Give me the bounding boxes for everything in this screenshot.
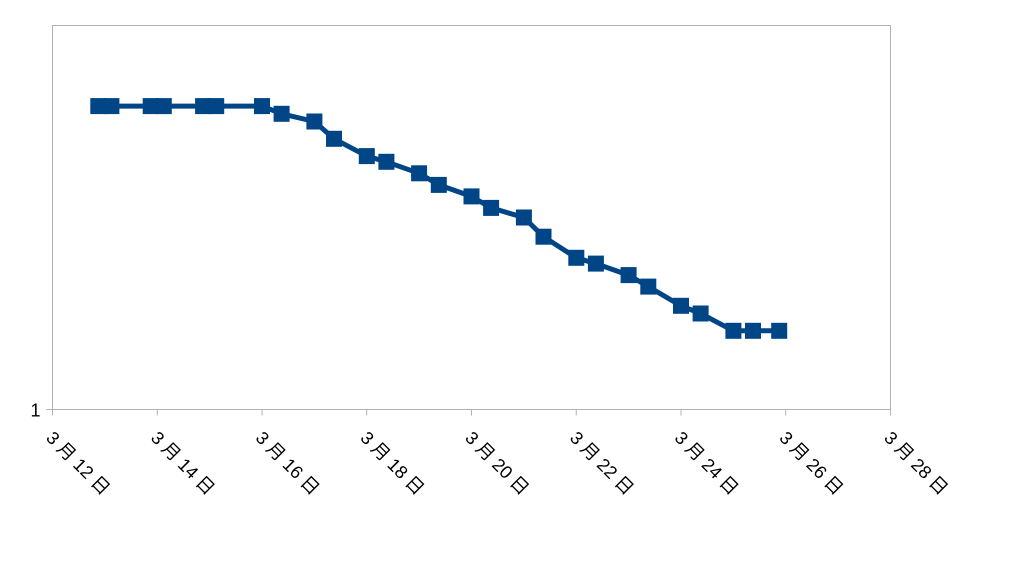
x-tick-label: 3 月 22 日 bbox=[566, 428, 637, 499]
series-point bbox=[483, 199, 500, 216]
series-point bbox=[273, 105, 290, 122]
x-tick-label: 3 月 20 日 bbox=[461, 428, 532, 499]
y-tick-label: 1 bbox=[30, 401, 40, 421]
series-point bbox=[620, 267, 637, 284]
x-tick-label: 3 月 26 日 bbox=[776, 428, 847, 499]
x-tick-label: 3 月 24 日 bbox=[671, 428, 742, 499]
x-tick-label: 3 月 18 日 bbox=[357, 428, 428, 499]
series-point bbox=[568, 249, 585, 266]
series-point bbox=[254, 98, 270, 115]
series-point bbox=[306, 113, 323, 130]
series-point bbox=[771, 322, 788, 339]
series-point bbox=[90, 98, 107, 115]
series-point bbox=[745, 322, 761, 339]
series-point bbox=[411, 165, 428, 182]
y-axis-tick-labels: 1 bbox=[30, 401, 40, 421]
series-point bbox=[640, 278, 657, 295]
series-point bbox=[535, 228, 552, 245]
series-point bbox=[692, 305, 709, 322]
series-point bbox=[195, 98, 212, 115]
series-point bbox=[155, 98, 172, 115]
series-point bbox=[378, 153, 395, 170]
x-tick-label: 3 月 12 日 bbox=[42, 428, 113, 499]
series-point bbox=[208, 98, 225, 115]
series-point bbox=[725, 322, 742, 339]
plot-area-border bbox=[52, 25, 891, 410]
x-tick-label: 3 月 28 日 bbox=[880, 428, 951, 499]
series-point bbox=[463, 188, 480, 205]
series-point bbox=[673, 297, 689, 314]
series-point bbox=[430, 176, 447, 193]
series-line bbox=[95, 103, 782, 334]
series-point bbox=[142, 98, 159, 115]
x-axis-tick-labels: 3 月 12 日 3 月 14 日 3 月 16 日 3 月 18 日 3 月 20 日… bbox=[42, 428, 951, 499]
series-point bbox=[103, 98, 120, 115]
series-markers bbox=[90, 98, 788, 339]
x-tick-label: 3 月 14 日 bbox=[147, 428, 218, 499]
series-point bbox=[326, 130, 342, 147]
series-point bbox=[587, 255, 604, 272]
series-point bbox=[358, 148, 375, 165]
series-point bbox=[515, 209, 532, 226]
x-axis-ticks bbox=[52, 409, 891, 416]
x-tick-label: 3 月 16 日 bbox=[252, 428, 323, 499]
